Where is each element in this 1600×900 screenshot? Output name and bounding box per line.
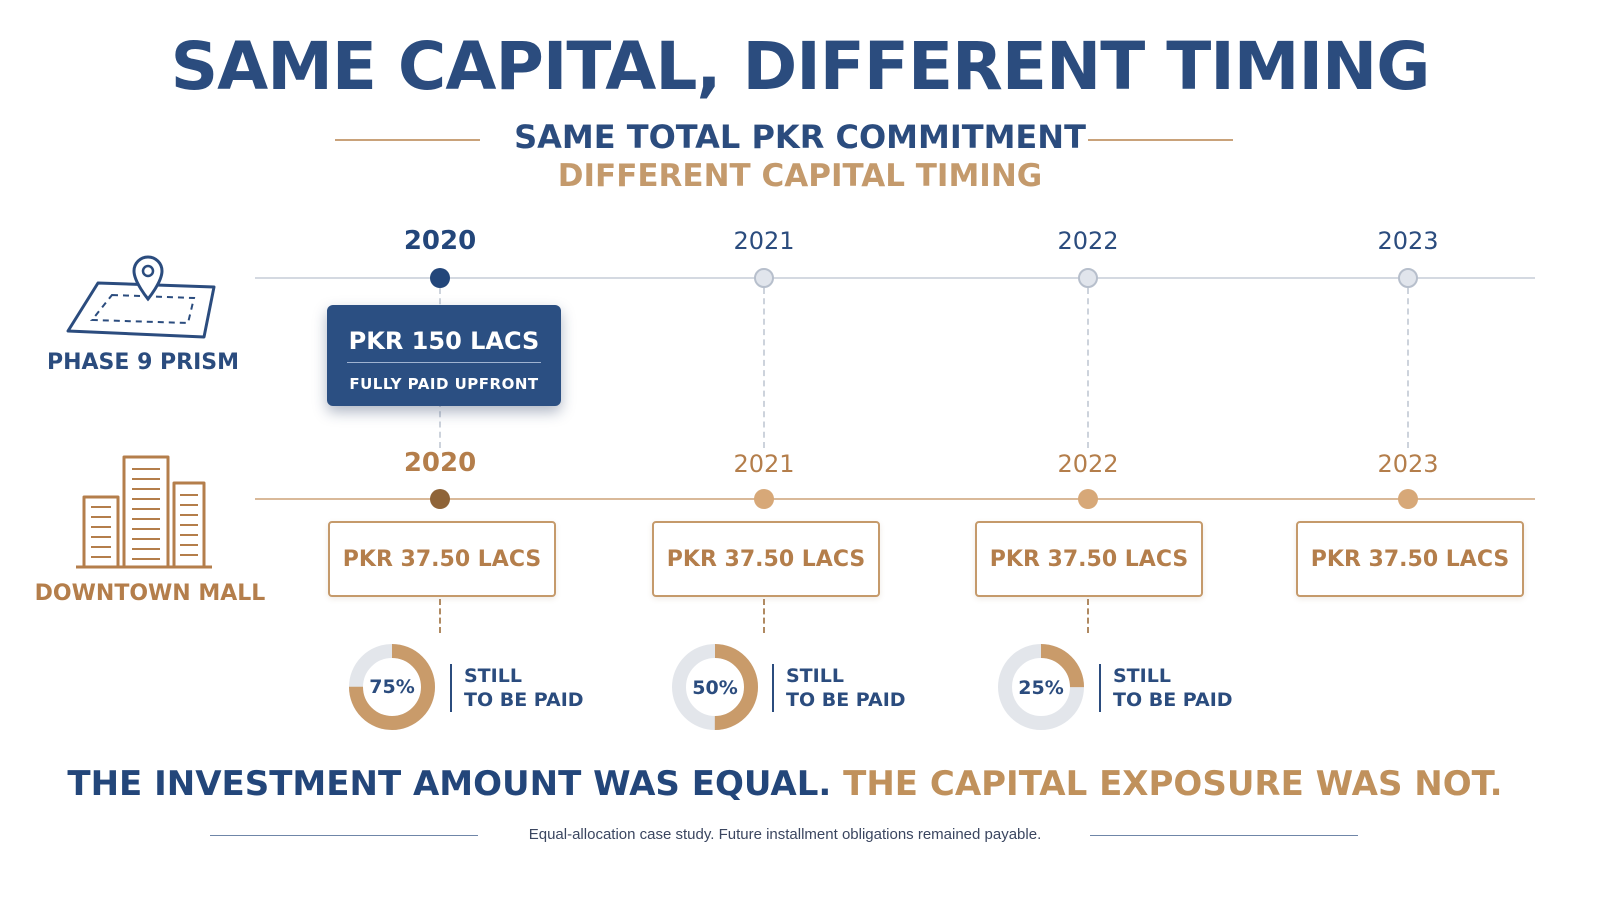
- installment-amount: PKR 37.50 LACS: [342, 547, 542, 572]
- conclusion: THE INVESTMENT AMOUNT WAS EQUAL. THE CAP…: [0, 764, 1570, 804]
- downtown-node-2020: [430, 489, 450, 509]
- downtown-node-2023: [1398, 489, 1418, 509]
- downtown-node-2022: [1078, 489, 1098, 509]
- installment-card-2021: PKR 37.50 LACS: [652, 521, 880, 597]
- map-pin-icon: [66, 255, 216, 339]
- downtown-node-2021: [754, 489, 774, 509]
- phase9-connector-2022: [1087, 288, 1089, 448]
- phase9-connector-2021: [763, 288, 765, 448]
- subtitle-rule-left: [335, 139, 480, 141]
- phase9-node-2022: [1078, 268, 1098, 288]
- buildings-icon: [76, 455, 212, 569]
- footnote: Equal-allocation case study. Future inst…: [528, 826, 1042, 843]
- installment-amount: PKR 37.50 LACS: [666, 547, 866, 572]
- remaining-donut-2021: [349, 644, 435, 730]
- downtown-year-2021: 2021: [733, 450, 795, 478]
- phase9-timeline-line: [255, 277, 1535, 279]
- downtown-timeline-line: [255, 498, 1535, 500]
- remaining-text-line1: STILL: [464, 665, 522, 687]
- remaining-percent: 50%: [692, 677, 738, 699]
- installment-card-2020: PKR 37.50 LACS: [328, 521, 556, 597]
- conclusion-part2: THE CAPITAL EXPOSURE WAS NOT.: [843, 764, 1503, 804]
- remaining-divider: [1099, 664, 1101, 712]
- remaining-donut-2023: [998, 644, 1084, 730]
- remaining-text-line1: STILL: [1113, 665, 1171, 687]
- installment-card-2022: PKR 37.50 LACS: [975, 521, 1203, 597]
- phase9-node-2023: [1398, 268, 1418, 288]
- installment-amount: PKR 37.50 LACS: [989, 547, 1189, 572]
- subtitle-timing: DIFFERENT CAPITAL TIMING: [557, 158, 1043, 194]
- downtown-year-2020: 2020: [403, 448, 477, 478]
- remaining-text: STILL TO BE PAID: [786, 664, 906, 712]
- phase9-node-2021: [754, 268, 774, 288]
- phase9-payment-amount: PKR 150 LACS: [348, 327, 540, 355]
- remaining-percent: 75%: [369, 676, 415, 698]
- phase9-year-2023: 2023: [1377, 227, 1439, 255]
- subtitle-rule-right: [1088, 139, 1233, 141]
- remaining-text-line1: STILL: [786, 665, 844, 687]
- remaining-text-line2: TO BE PAID: [1113, 689, 1233, 711]
- remaining-divider: [772, 664, 774, 712]
- downtown-label: DOWNTOWN MALL: [34, 581, 266, 606]
- remaining-text: STILL TO BE PAID: [464, 664, 584, 712]
- phase9-label: PHASE 9 PRISM: [46, 350, 240, 375]
- phase9-connector-2023: [1407, 288, 1409, 448]
- remaining-text-line2: TO BE PAID: [464, 689, 584, 711]
- remaining-percent: 25%: [1018, 677, 1064, 699]
- remaining-text: STILL TO BE PAID: [1113, 664, 1233, 712]
- subtitle-commitment: SAME TOTAL PKR COMMITMENT: [514, 118, 1086, 156]
- remaining-text-line2: TO BE PAID: [786, 689, 906, 711]
- phase9-year-2021: 2021: [733, 227, 795, 255]
- installment-card-2023: PKR 37.50 LACS: [1296, 521, 1524, 597]
- phase9-year-2022: 2022: [1057, 227, 1119, 255]
- phase9-payment-divider: [347, 362, 541, 363]
- downtown-connector-2020: [439, 599, 441, 633]
- downtown-year-2023: 2023: [1377, 450, 1439, 478]
- phase9-node-2020: [430, 268, 450, 288]
- footnote-rule-right: [1090, 835, 1358, 836]
- downtown-connector-2021: [763, 599, 765, 633]
- conclusion-part1: THE INVESTMENT AMOUNT WAS EQUAL.: [67, 764, 832, 804]
- phase9-year-2020: 2020: [403, 226, 477, 256]
- phase9-payment-card: PKR 150 LACS FULLY PAID UPFRONT: [327, 305, 561, 406]
- phase9-payment-note: FULLY PAID UPFRONT: [349, 375, 539, 393]
- footnote-rule-left: [210, 835, 478, 836]
- remaining-divider: [450, 664, 452, 712]
- downtown-year-2022: 2022: [1057, 450, 1119, 478]
- remaining-donut-2022: [672, 644, 758, 730]
- installment-amount: PKR 37.50 LACS: [1310, 547, 1510, 572]
- downtown-connector-2022: [1087, 599, 1089, 633]
- page-title: SAME CAPITAL, DIFFERENT TIMING: [170, 28, 1431, 105]
